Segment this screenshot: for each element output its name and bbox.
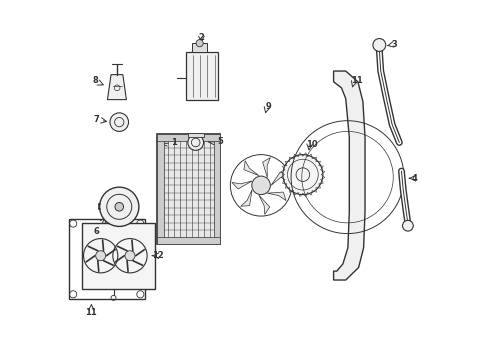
Bar [69, 219, 145, 298]
Bar [162, 140, 216, 238]
Circle shape [283, 155, 323, 195]
Text: 4: 4 [412, 174, 417, 183]
Bar [192, 43, 207, 52]
Circle shape [110, 113, 128, 131]
Circle shape [402, 220, 413, 231]
Polygon shape [334, 71, 365, 280]
Bar [157, 237, 220, 244]
Bar [188, 133, 203, 137]
Text: 11: 11 [350, 76, 362, 85]
Circle shape [196, 40, 203, 47]
Text: 1: 1 [171, 138, 176, 147]
Text: 2: 2 [198, 33, 204, 42]
Circle shape [125, 251, 135, 261]
Bar [214, 134, 220, 244]
Polygon shape [268, 192, 286, 201]
Circle shape [373, 39, 386, 51]
Circle shape [252, 176, 270, 195]
Polygon shape [259, 195, 270, 215]
Bar [82, 223, 155, 289]
Polygon shape [232, 181, 252, 189]
Circle shape [96, 251, 106, 261]
Bar [157, 134, 220, 244]
Text: 10: 10 [306, 140, 318, 149]
Polygon shape [244, 161, 259, 176]
Text: 12: 12 [151, 251, 163, 260]
Text: 3: 3 [392, 40, 397, 49]
Text: 9: 9 [266, 102, 272, 111]
Text: 6: 6 [94, 227, 99, 236]
Text: 7: 7 [94, 116, 99, 125]
Text: 8: 8 [93, 76, 98, 85]
Polygon shape [241, 190, 252, 206]
Bar [157, 134, 220, 141]
Polygon shape [186, 52, 218, 100]
Polygon shape [107, 75, 126, 100]
Circle shape [115, 203, 123, 211]
Polygon shape [271, 172, 289, 185]
Circle shape [188, 135, 203, 150]
Bar [157, 134, 164, 244]
Text: 11: 11 [86, 309, 98, 318]
Circle shape [99, 187, 139, 226]
Polygon shape [263, 158, 270, 177]
Text: 5: 5 [218, 137, 223, 146]
